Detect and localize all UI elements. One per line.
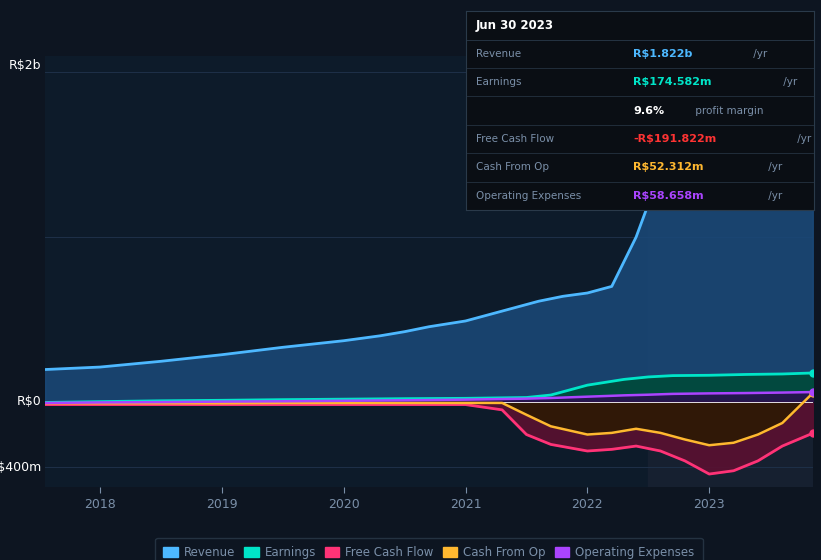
Text: R$174.582m: R$174.582m [633,77,712,87]
Text: R$52.312m: R$52.312m [633,162,704,172]
Text: profit margin: profit margin [691,106,763,115]
Bar [649,56,821,487]
Text: Revenue: Revenue [476,49,521,59]
Text: R$0: R$0 [16,395,41,408]
Text: Free Cash Flow: Free Cash Flow [476,134,554,144]
Text: /yr: /yr [794,134,811,144]
Text: R$1.822b: R$1.822b [633,49,692,59]
Text: R$2b: R$2b [9,59,41,72]
Text: /yr: /yr [765,162,782,172]
Text: Operating Expenses: Operating Expenses [476,191,581,201]
Text: /yr: /yr [765,191,782,201]
Text: -R$191.822m: -R$191.822m [633,134,716,144]
Text: -R$400m: -R$400m [0,461,41,474]
Text: Jun 30 2023: Jun 30 2023 [476,19,554,32]
Text: Cash From Op: Cash From Op [476,162,549,172]
Text: 9.6%: 9.6% [633,106,664,115]
Legend: Revenue, Earnings, Free Cash Flow, Cash From Op, Operating Expenses: Revenue, Earnings, Free Cash Flow, Cash … [155,538,703,560]
Text: /yr: /yr [750,49,768,59]
Text: R$58.658m: R$58.658m [633,191,704,201]
Text: /yr: /yr [780,77,797,87]
Text: Earnings: Earnings [476,77,521,87]
